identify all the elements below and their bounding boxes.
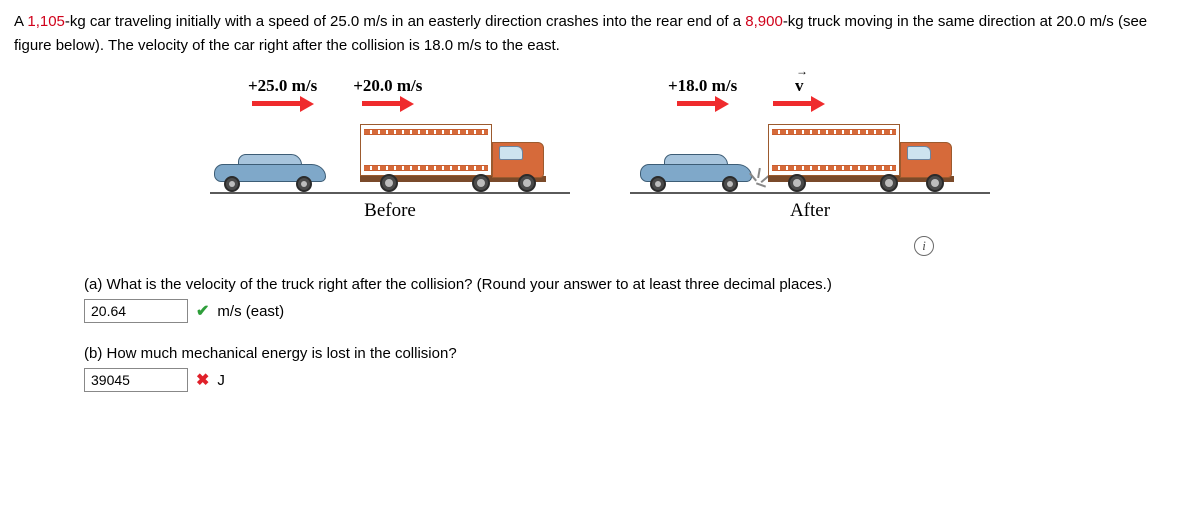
incorrect-icon: ✖: [196, 370, 209, 390]
before-truck-velocity: +20.0 m/s: [353, 76, 422, 96]
after-panel: +18.0 m/s v: [630, 76, 990, 222]
question-parts: (a) What is the velocity of the truck ri…: [84, 276, 1186, 392]
velocity-arrow-icon: [677, 98, 729, 110]
after-car-velocity: +18.0 m/s: [668, 76, 737, 96]
after-truck-velocity-symbol: v: [795, 76, 804, 96]
velocity-arrow-icon: [252, 98, 314, 110]
text: -kg car traveling initially with a speed…: [65, 13, 745, 30]
part-a-answer-input[interactable]: [84, 299, 188, 323]
collision-figure: +25.0 m/s +20.0 m/s: [14, 76, 1186, 222]
before-car-velocity: +25.0 m/s: [248, 76, 317, 96]
after-scene: [630, 114, 990, 194]
truck-icon: [360, 114, 550, 192]
truck-mass: 8,900: [745, 13, 783, 30]
before-label: Before: [364, 200, 416, 222]
car-icon: [636, 150, 756, 192]
correct-icon: ✔: [196, 301, 209, 321]
part-a-unit: m/s (east): [217, 303, 284, 320]
info-icon[interactable]: i: [914, 236, 934, 256]
part-b-unit: J: [217, 372, 225, 389]
part-b-answer-input[interactable]: [84, 368, 188, 392]
truck-icon: [768, 114, 958, 192]
before-panel: +25.0 m/s +20.0 m/s: [210, 76, 570, 222]
velocity-arrow-icon: [362, 98, 414, 110]
problem-statement: A 1,105-kg car traveling initially with …: [14, 10, 1186, 58]
velocity-arrow-icon: [773, 98, 825, 110]
after-label: After: [790, 200, 830, 222]
text: A: [14, 13, 27, 30]
part-b-question: (b) How much mechanical energy is lost i…: [84, 345, 1186, 362]
car-mass: 1,105: [27, 13, 65, 30]
part-a-question: (a) What is the velocity of the truck ri…: [84, 276, 1186, 293]
before-scene: [210, 114, 570, 194]
car-icon: [210, 150, 330, 192]
